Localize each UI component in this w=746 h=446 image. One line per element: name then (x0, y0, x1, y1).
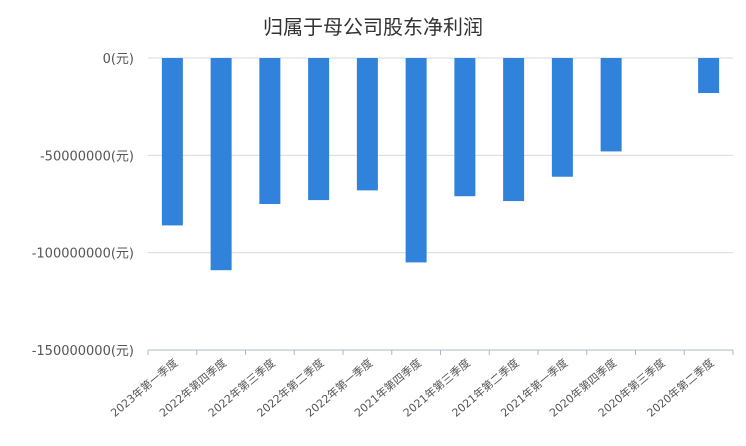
bar (698, 58, 720, 94)
bar (405, 58, 427, 263)
bar (454, 58, 476, 197)
bar (503, 58, 525, 202)
y-tick-label: -100000000(元) (32, 247, 134, 262)
bar (551, 58, 573, 177)
bar (259, 58, 281, 204)
y-axis-ticks: 0(元) -50000000(元) -100000000(元) -150000000(… (32, 52, 134, 359)
bars (161, 58, 720, 271)
bar (210, 58, 232, 271)
bar (600, 58, 622, 152)
grid-lines (148, 57, 733, 254)
y-tick-label: -50000000(元) (40, 149, 134, 164)
y-tick-label: 0(元) (103, 52, 134, 67)
y-tick-label: -150000000(元) (32, 344, 134, 359)
bar (161, 58, 183, 226)
chart-title: 归属于母公司股东净利润 (263, 15, 483, 39)
bar (308, 58, 330, 201)
x-axis (147, 349, 734, 355)
x-axis-ticks: 2023年第一季度2022年第四季度2022年第三季度2022年第二季度2022… (108, 356, 717, 420)
bar (356, 58, 378, 191)
